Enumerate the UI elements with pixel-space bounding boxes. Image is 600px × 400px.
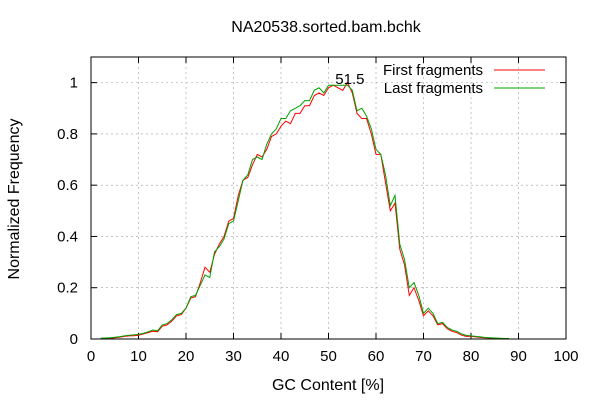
x-tick-label: 70 <box>415 348 432 365</box>
legend-label: First fragments <box>383 62 483 79</box>
y-tick-label: 0.2 <box>57 280 78 297</box>
x-tick-label: 10 <box>130 348 147 365</box>
x-tick-label: 40 <box>273 348 290 365</box>
axis-ticks: 0 10 20 30 40 50 60 70 80 90 100 0 0.2 0.4 0.6 0.8 1 <box>57 57 579 365</box>
y-axis-label: Normalized Frequency <box>6 119 23 280</box>
grid-lines <box>91 57 566 339</box>
series-line-last-fragments <box>100 84 509 339</box>
series-layer <box>100 81 510 340</box>
x-tick-label: 20 <box>178 348 195 365</box>
x-tick-label: 80 <box>463 348 480 365</box>
x-tick-label: 0 <box>87 348 95 365</box>
chart-title: NA20538.sorted.bam.bchk <box>231 19 421 36</box>
y-tick-label: 1 <box>70 75 78 92</box>
y-tick-label: 0 <box>70 331 78 348</box>
series-line-first-fragments <box>100 81 510 340</box>
x-tick-label: 50 <box>320 348 337 365</box>
peak-annotation: 51.5 <box>335 71 364 88</box>
y-tick-label: 0.6 <box>57 177 78 194</box>
y-tick-label: 0.8 <box>57 126 78 143</box>
x-tick-label: 90 <box>510 348 527 365</box>
x-tick-label: 30 <box>225 348 242 365</box>
x-tick-label: 60 <box>368 348 385 365</box>
legend-label: Last fragments <box>384 80 483 97</box>
x-tick-label: 100 <box>553 348 578 365</box>
plot-frame <box>90 56 567 340</box>
y-tick-label: 0.4 <box>57 228 78 245</box>
x-axis-label: GC Content [%] <box>272 377 384 394</box>
